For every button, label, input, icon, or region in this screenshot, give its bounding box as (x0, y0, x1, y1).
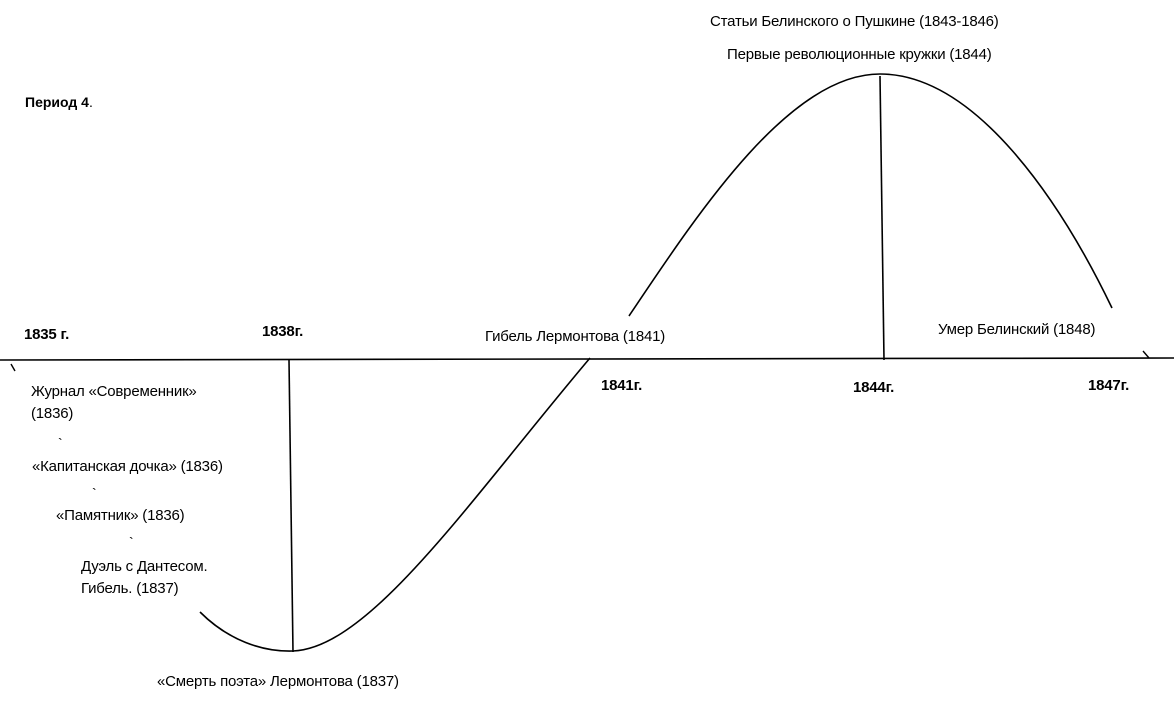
period-title: Период 4. (25, 94, 93, 110)
belinsky-death-label: Умер Белинский (1848) (938, 321, 1096, 338)
year-1835-label: 1835 г. (24, 326, 70, 343)
wave-valley-curve (199, 357, 591, 652)
kapitanskaya-dochka-label: «Капитанская дочка» (1836) (32, 458, 223, 475)
year-1844-label: 1844г. (853, 379, 895, 396)
wave-peak-curve (628, 73, 1113, 317)
duel-label-line2: Гибель. (1837) (81, 580, 179, 597)
period-title-text: Период 4 (25, 94, 89, 110)
pamyatnik-label: «Памятник» (1836) (56, 507, 185, 524)
duel-label-line1: Дуэль с Дантесом. (81, 558, 208, 575)
timeline-axis (0, 357, 1174, 361)
tick-mark-2: ` (92, 485, 97, 501)
smert-poeta-label: «Смерть поэта» Лермонтова (1837) (157, 673, 399, 690)
revolutionary-circles-label: Первые революционные кружки (1844) (727, 46, 992, 63)
year-1838-label: 1838г. (262, 323, 304, 340)
year-1847-label: 1847г. (1088, 377, 1130, 394)
year-1841-label: 1841г. (601, 377, 643, 394)
tick-mark-1: ` (58, 435, 63, 451)
vertical-marker-1838 (288, 359, 294, 653)
belinsky-articles-label: Статьи Белинского о Пушкине (1843-1846) (710, 13, 999, 30)
period-title-dot: . (88, 94, 93, 110)
axis-right-end-mark (1142, 350, 1150, 359)
tick-mark-3: ` (129, 534, 134, 550)
axis-left-end-mark (10, 363, 16, 372)
sovremennik-label-line2: (1836) (31, 405, 74, 422)
sovremennik-label-line1: Журнал «Современник» (31, 383, 197, 400)
lermontov-death-label: Гибель Лермонтова (1841) (485, 328, 666, 345)
vertical-marker-1844 (879, 75, 885, 361)
